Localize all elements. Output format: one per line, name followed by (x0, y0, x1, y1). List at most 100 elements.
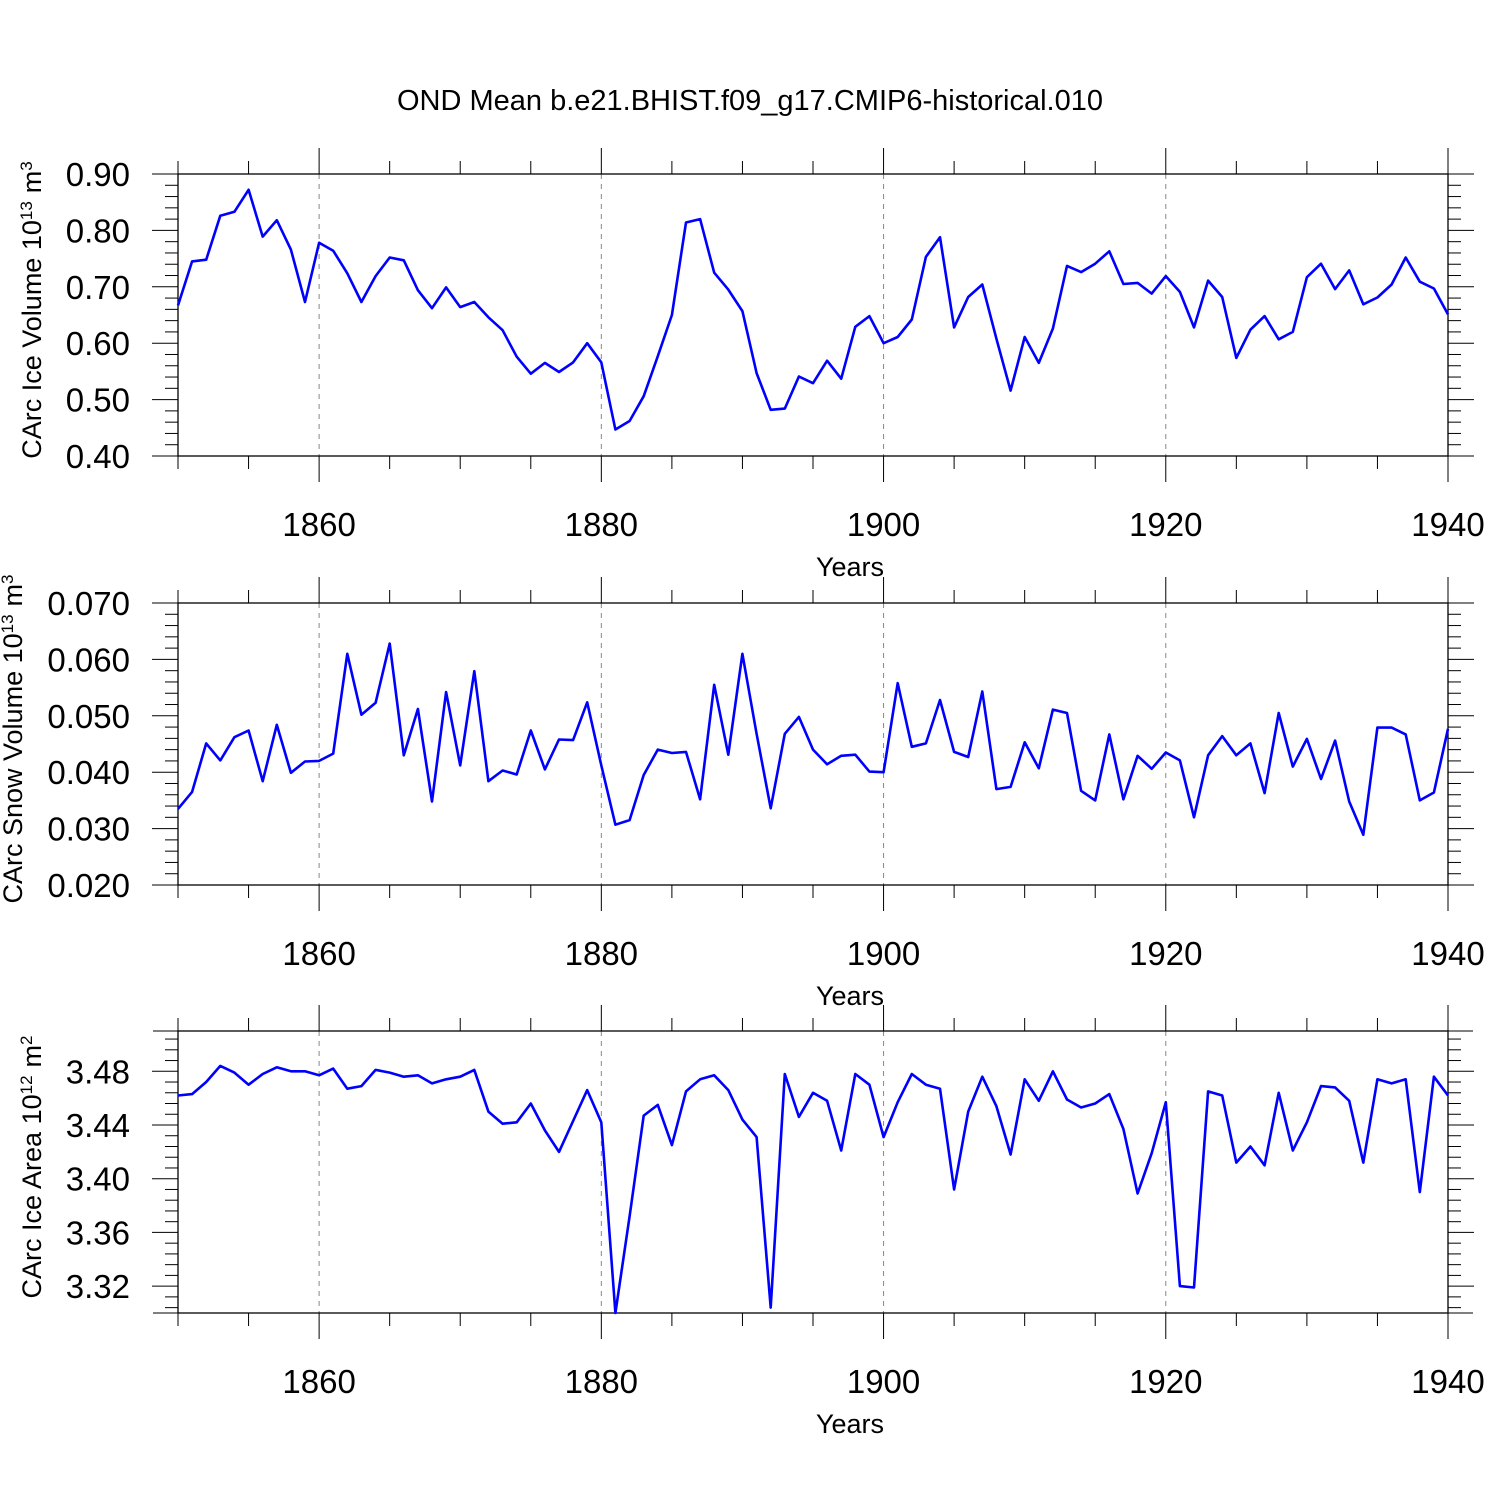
data-point-1850 (177, 304, 179, 306)
data-point-1893 (784, 408, 786, 410)
data-point-1873 (502, 770, 504, 772)
data-point-1901 (897, 336, 899, 338)
data-point-1907 (981, 691, 983, 693)
data-point-1900 (883, 1136, 885, 1138)
data-point-1908 (995, 338, 997, 340)
data-point-1858 (290, 772, 292, 774)
data-point-1897 (840, 1150, 842, 1152)
data-point-1913 (1066, 1098, 1068, 1100)
data-point-1904 (939, 699, 941, 701)
y-tick-label-0.60: 0.60 (66, 325, 130, 362)
data-point-1897 (840, 755, 842, 757)
data-point-1905 (953, 326, 955, 328)
data-point-1936 (1391, 1082, 1393, 1084)
data-point-1915 (1094, 263, 1096, 265)
data-point-1887 (699, 218, 701, 220)
data-point-1852 (205, 1081, 207, 1083)
data-point-1891 (756, 1136, 758, 1138)
data-point-1930 (1306, 1121, 1308, 1123)
data-point-1908 (995, 1105, 997, 1107)
data-point-1906 (967, 296, 969, 298)
data-point-1884 (657, 749, 659, 751)
data-point-1925 (1235, 357, 1237, 359)
data-point-1906 (967, 1111, 969, 1113)
data-point-1880 (600, 361, 602, 363)
data-point-1869 (445, 286, 447, 288)
y-label-unit-exponent: 3 (17, 161, 36, 170)
y-label-exponent: 13 (0, 614, 17, 633)
data-point-1927 (1264, 315, 1266, 317)
data-point-1872 (487, 780, 489, 782)
data-point-1923 (1207, 1090, 1209, 1092)
data-point-1909 (1010, 390, 1012, 392)
data-point-1857 (276, 219, 278, 221)
data-point-1866 (403, 754, 405, 756)
x-axis-label: Years (816, 552, 884, 582)
data-point-1937 (1405, 256, 1407, 258)
data-point-1927 (1264, 1164, 1266, 1166)
data-point-1937 (1405, 733, 1407, 735)
data-point-1908 (995, 788, 997, 790)
data-point-1863 (360, 1085, 362, 1087)
data-point-1907 (981, 284, 983, 286)
data-point-1883 (643, 395, 645, 397)
data-point-1939 (1433, 792, 1435, 794)
data-point-1890 (741, 653, 743, 655)
x-axis-label: Years (816, 1409, 884, 1439)
data-point-1883 (643, 774, 645, 776)
data-point-1854 (233, 736, 235, 738)
data-point-1882 (629, 1215, 631, 1217)
data-point-1939 (1433, 1076, 1435, 1078)
data-point-1889 (727, 1089, 729, 1091)
plot-frame (177, 602, 1449, 886)
data-point-1871 (473, 670, 475, 672)
data-point-1862 (346, 1088, 348, 1090)
series-line (176, 642, 1450, 837)
data-point-1935 (1376, 297, 1378, 299)
panel-2: 1860 1880 1900 1920 1940 0.020 0.030 0.040 0.050… (0, 574, 1485, 1011)
data-point-1929 (1292, 1150, 1294, 1152)
y-tick-label-0.80: 0.80 (66, 212, 130, 249)
x-tick-label-1920: 1920 (1129, 1363, 1202, 1400)
data-point-1859 (304, 760, 306, 762)
y-tick-label-0.70: 0.70 (66, 269, 130, 306)
y-label-main: CArc Snow Volume 10 (0, 633, 28, 903)
panels: 1860 1880 1900 1920 1940 0.40 0.50 0.60 0.70 0.80… (0, 148, 1485, 1439)
y-axis-label: CArc Ice Volume 1013 m3 (17, 161, 48, 459)
data-point-1915 (1094, 799, 1096, 801)
y-tick-label-3.36: 3.36 (66, 1214, 130, 1251)
data-point-1920 (1165, 751, 1167, 753)
data-point-1898 (854, 754, 856, 756)
data-point-1911 (1038, 362, 1040, 364)
data-point-1921 (1179, 291, 1181, 293)
data-point-1922 (1193, 1286, 1195, 1288)
x-tick-label-1880: 1880 (565, 1363, 638, 1400)
data-point-1858 (290, 249, 292, 251)
data-point-1867 (417, 1074, 419, 1076)
data-point-1926 (1249, 742, 1251, 744)
data-point-1878 (572, 361, 574, 363)
data-point-1864 (375, 702, 377, 704)
data-point-1860 (318, 760, 320, 762)
data-point-1875 (530, 1103, 532, 1105)
x-tick-label-1880: 1880 (565, 935, 638, 972)
data-point-1929 (1292, 331, 1294, 333)
x-tick-label-1940: 1940 (1411, 506, 1484, 543)
data-point-1926 (1249, 1145, 1251, 1147)
y-tick-label-0.40: 0.40 (66, 438, 130, 475)
data-point-1882 (629, 819, 631, 821)
data-point-1850 (177, 1094, 179, 1096)
data-point-1893 (784, 733, 786, 735)
y-label-exponent: 12 (17, 1075, 36, 1094)
figure-title: OND Mean b.e21.BHIST.f09_g17.CMIP6-histo… (397, 85, 1103, 117)
data-point-1871 (473, 1069, 475, 1071)
data-point-1926 (1249, 329, 1251, 331)
data-point-1879 (586, 1089, 588, 1091)
y-tick-label-0.060: 0.060 (47, 641, 130, 678)
data-point-1930 (1306, 276, 1308, 278)
data-point-1877 (558, 738, 560, 740)
data-point-1933 (1348, 801, 1350, 803)
data-point-1857 (276, 1066, 278, 1068)
